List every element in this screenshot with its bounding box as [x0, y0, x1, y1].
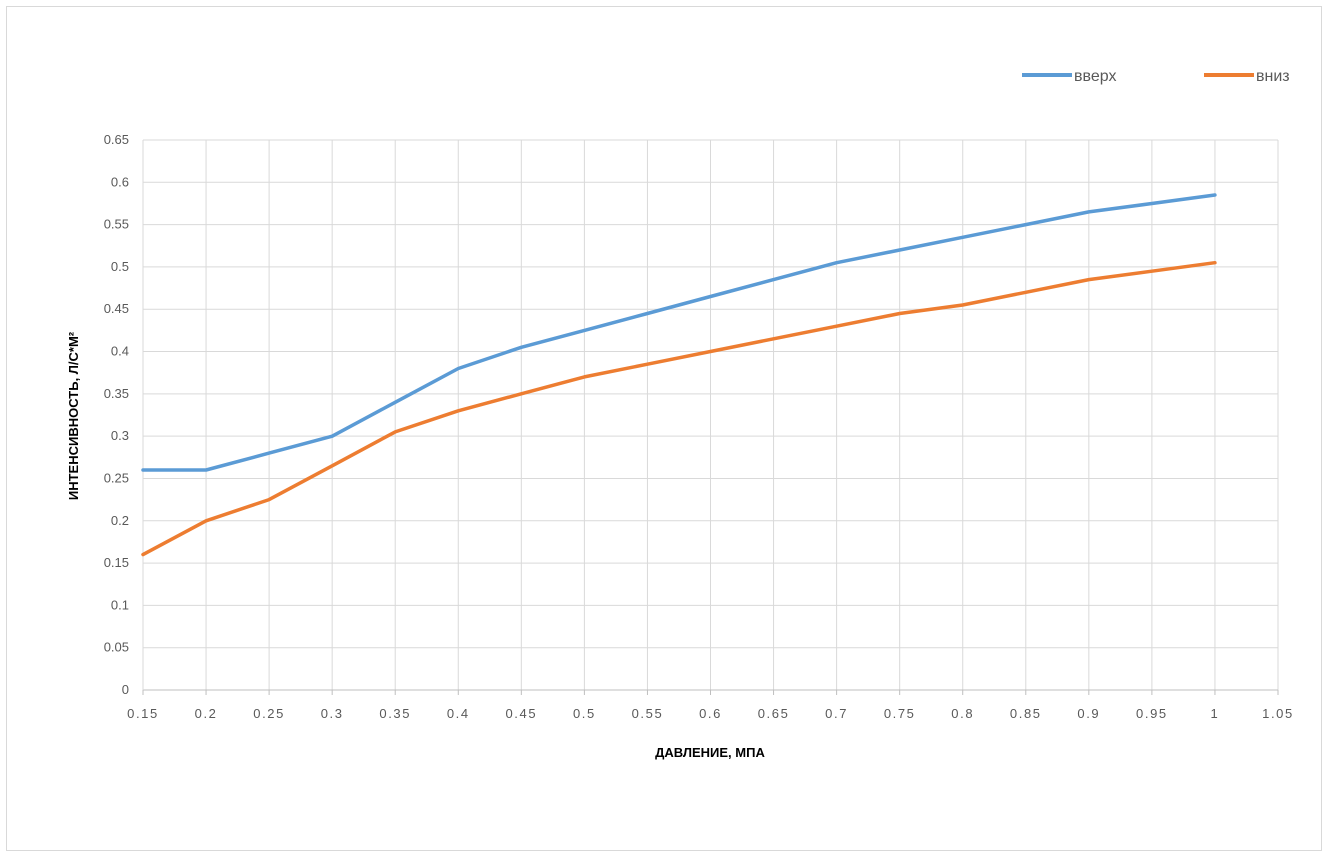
x-tick-label: 0.95	[1136, 706, 1168, 721]
x-tick-label: 0.75	[884, 706, 916, 721]
y-axis-title: ИНТЕНСИВНОСТЬ, Л/С*М²	[66, 331, 81, 500]
x-tick-label: 0.4	[447, 706, 470, 721]
y-tick-label: 0.15	[104, 555, 129, 570]
x-tick-label: 0.6	[699, 706, 722, 721]
x-tick-label: 0.45	[505, 706, 537, 721]
series-line-1	[141, 193, 1217, 472]
y-tick-label: 0.45	[104, 301, 129, 316]
y-tick-label: 0.65	[104, 132, 129, 147]
x-tick-label: 0.55	[632, 706, 664, 721]
series-lines	[141, 193, 1217, 557]
x-tick-label: 0.15	[127, 706, 159, 721]
y-tick-label: 0.5	[111, 259, 129, 274]
y-tick-label: 0.35	[104, 386, 129, 401]
x-tick-label: 0.9	[1077, 706, 1100, 721]
y-tick-label: 0.2	[111, 513, 129, 528]
x-tick-label: 0.3	[321, 706, 344, 721]
y-tick-label: 0.4	[111, 344, 129, 359]
x-tick-label: 0.7	[825, 706, 848, 721]
x-tick-label: 0.8	[951, 706, 974, 721]
grid	[143, 139, 1279, 690]
legend: вверх вниз	[1022, 68, 1290, 85]
y-tick-label: 0.55	[104, 217, 129, 232]
x-tick-label: 1	[1211, 706, 1220, 721]
y-tick-label: 0.25	[104, 470, 129, 485]
y-tick-label: 0	[122, 682, 129, 697]
legend-label: вверх	[1074, 68, 1116, 85]
x-tick-label: 0.85	[1010, 706, 1042, 721]
axes	[142, 140, 1279, 695]
legend-label: вниз	[1256, 68, 1290, 85]
x-axis-title: ДАВЛЕНИЕ, МПА	[655, 745, 765, 760]
y-tick-label: 0.3	[111, 428, 129, 443]
x-tick-label: 0.65	[758, 706, 790, 721]
series-line-2	[141, 260, 1217, 557]
y-tick-label: 0.1	[111, 597, 129, 612]
x-tick-label: 0.35	[379, 706, 411, 721]
y-tick-label: 0.05	[104, 640, 129, 655]
x-tick-label: 1.05	[1262, 706, 1294, 721]
chart-frame	[6, 6, 1322, 851]
x-tick-label: 0.2	[195, 706, 218, 721]
tick-labels: 0 0.05 0.1 0.15 0.2 0.25 0.3 0.35 0.4 0.45 0.5 0.55…	[104, 132, 1294, 721]
x-tick-label: 0.5	[573, 706, 596, 721]
y-tick-label: 0.6	[111, 174, 129, 189]
x-tick-label: 0.25	[253, 706, 285, 721]
